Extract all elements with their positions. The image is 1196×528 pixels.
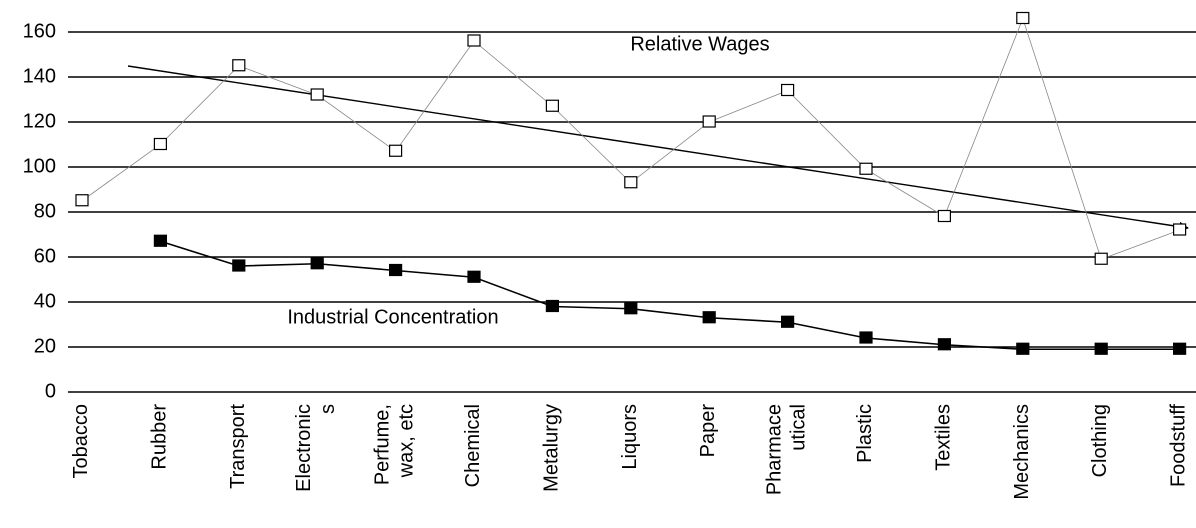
data-point bbox=[467, 270, 481, 283]
data-point bbox=[859, 162, 873, 175]
x-tick-label: Tobacco bbox=[70, 404, 92, 479]
x-tick-label: Perfume, wax, etc bbox=[372, 404, 418, 485]
x-tick-label: Mechanics bbox=[1011, 404, 1033, 500]
data-point bbox=[624, 176, 638, 189]
data-point bbox=[780, 83, 795, 97]
data-point bbox=[232, 259, 246, 272]
data-point bbox=[702, 311, 716, 324]
x-tick-label: Rubber bbox=[149, 404, 171, 470]
data-point bbox=[780, 315, 795, 328]
x-tick-label: Plastic bbox=[854, 404, 876, 463]
data-point bbox=[389, 144, 403, 157]
trend-arrow bbox=[127, 65, 1189, 232]
data-point bbox=[545, 99, 560, 112]
data-point bbox=[153, 234, 167, 247]
y-tick-label: 40 bbox=[34, 290, 56, 312]
data-point bbox=[937, 338, 952, 351]
data-point bbox=[310, 88, 324, 101]
x-tick-label: Liquors bbox=[619, 404, 641, 470]
series-label: Industrial Concentration bbox=[287, 306, 498, 328]
x-tick-label: Pharmace utical bbox=[764, 404, 810, 495]
data-point bbox=[153, 137, 167, 151]
y-tick-label: 140 bbox=[23, 65, 56, 87]
data-point bbox=[1094, 252, 1108, 265]
y-tick-label: 20 bbox=[34, 335, 56, 357]
y-tick-label: 100 bbox=[23, 155, 56, 177]
x-tick-label: Transport bbox=[227, 404, 249, 489]
x-tick-label: Electronic s bbox=[293, 404, 339, 492]
data-point bbox=[1016, 11, 1030, 25]
y-tick-label: 80 bbox=[34, 200, 56, 222]
x-tick-label: Chemical bbox=[462, 404, 484, 487]
x-tick-label: Textiles bbox=[933, 404, 955, 471]
data-point bbox=[1016, 342, 1030, 355]
x-tick-label: Metalurgy bbox=[541, 404, 563, 492]
series-line bbox=[160, 240, 1180, 351]
x-tick-label: Paper bbox=[697, 404, 719, 458]
data-point bbox=[624, 302, 638, 315]
y-tick-label: 160 bbox=[23, 20, 56, 42]
data-point bbox=[467, 34, 481, 47]
data-point bbox=[937, 209, 952, 223]
data-point bbox=[1172, 223, 1187, 236]
data-point bbox=[545, 299, 560, 313]
x-tick-label: Foodstuff bbox=[1168, 404, 1190, 487]
data-point bbox=[702, 115, 716, 128]
y-tick-label: 0 bbox=[45, 380, 56, 402]
data-point bbox=[1094, 342, 1108, 355]
data-point bbox=[859, 331, 873, 344]
data-point bbox=[232, 59, 246, 72]
data-point bbox=[1172, 342, 1187, 355]
y-tick-label: 60 bbox=[34, 245, 56, 267]
series-label: Relative Wages bbox=[630, 33, 769, 55]
data-point bbox=[310, 257, 324, 270]
x-tick-label: Clothing bbox=[1089, 404, 1111, 477]
y-tick-label: 120 bbox=[23, 110, 56, 132]
data-point bbox=[75, 194, 89, 207]
data-point bbox=[389, 263, 403, 277]
